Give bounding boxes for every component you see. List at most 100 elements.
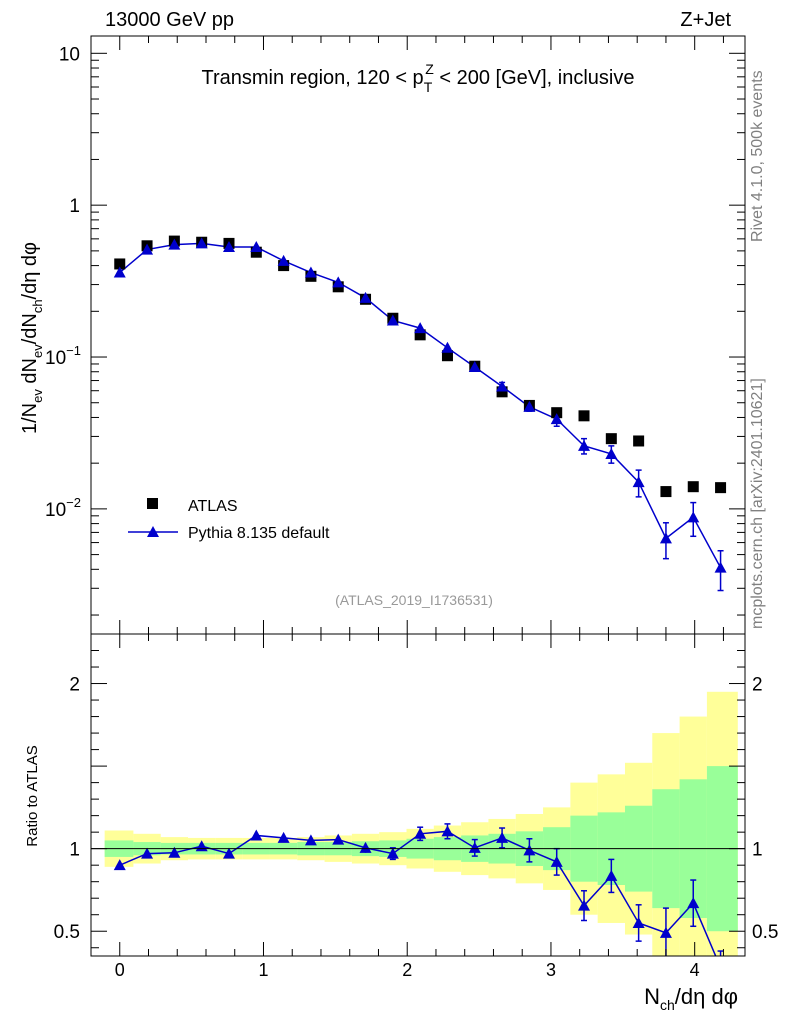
mc-point [414, 322, 427, 334]
atlas-point [414, 329, 426, 341]
ratio-point [468, 841, 481, 853]
ratio-point [550, 855, 563, 867]
mc-point [714, 561, 727, 573]
xlabel-sub: ch [660, 997, 675, 1013]
y-axis-label-main: 1/Nev dNev/dNch/dη dφ [19, 242, 45, 434]
atlas-point [578, 410, 590, 422]
mc-point [250, 241, 263, 253]
atlas-point [250, 246, 262, 258]
y-axis-label-ratio: Ratio to ATLAS [24, 745, 41, 846]
mc-point [304, 266, 317, 278]
atlas-point [551, 407, 563, 419]
ratio-point [659, 926, 672, 938]
mcplots-label: mcplots.cern.ch [arXiv:2401.10621] [749, 378, 766, 629]
ylabel-part-3: ev [30, 344, 45, 358]
mc-point [523, 400, 536, 412]
atlas-point [687, 481, 699, 493]
ratio-tick-label-right: 0.5 [752, 922, 778, 943]
title-sup: Z [425, 61, 434, 77]
mc-series-points [113, 237, 727, 573]
ratio-plot-frame [90, 633, 746, 957]
ratio-tick-label-right: 1 [752, 840, 763, 861]
mc-point [468, 360, 481, 372]
ratio-point [632, 916, 645, 928]
ratio-point [687, 897, 700, 909]
ratio-clipped [113, 823, 724, 956]
mc-point [113, 266, 126, 278]
ratio-point [578, 899, 591, 911]
title-sub: T [424, 79, 433, 95]
y-tick-label: 10 [59, 44, 80, 65]
ylabel-part-6: /dη dφ [19, 242, 41, 299]
ratio-point [141, 847, 154, 859]
ratio-point [304, 834, 317, 846]
ratio-point [332, 833, 345, 845]
legend-mc-marker [147, 526, 159, 537]
header-left: 13000 GeV pp [105, 9, 234, 31]
legend-atlas-label: ATLAS [188, 498, 238, 515]
rivet-label: Rivet 4.1.0, 500k events [749, 70, 766, 242]
atlas-point [496, 386, 508, 398]
mc-point [441, 341, 454, 353]
ylabel-part-4: /dN [19, 313, 41, 344]
legend-atlas-marker [147, 498, 158, 509]
axis-ticks [90, 36, 745, 956]
atlas-point [715, 482, 727, 494]
x-tick-label: 4 [690, 960, 700, 980]
mc-point [332, 276, 345, 288]
atlas-point [605, 433, 617, 445]
mc-point [359, 291, 372, 303]
analysis-id: (ATLAS_2019_I1736531) [335, 592, 493, 608]
y-tick-label-exp: −1 [66, 343, 81, 358]
mc-point [168, 238, 181, 250]
title-suffix: < 200 [GeV], inclusive [434, 67, 635, 89]
xlabel-main: N [644, 984, 660, 1009]
mc-point [195, 237, 208, 249]
ratio-point [277, 831, 290, 843]
mc-point [659, 532, 672, 544]
mc-point [550, 413, 563, 425]
atlas-point [441, 350, 453, 362]
mc-point [632, 476, 645, 488]
x-tick-label: 3 [546, 960, 556, 980]
ratio-point [414, 827, 427, 839]
mc-point [222, 241, 235, 253]
x-axis-label: Nch/dη dφ [644, 984, 738, 1013]
ylabel-part-2: dN [19, 358, 41, 389]
xlabel-rest: /dη dφ [675, 984, 738, 1009]
ratio-point [113, 859, 126, 871]
x-tick-label: 2 [402, 960, 412, 980]
ylabel-part-1: ev [30, 389, 45, 403]
mc-point [687, 511, 700, 523]
mc-point [386, 314, 399, 326]
y-tick-label: 10−1 [45, 343, 81, 369]
y-tick-label-exp: −2 [66, 495, 81, 510]
header-right: Z+Jet [680, 9, 731, 31]
y-tick-label-base: 10 [45, 348, 66, 369]
ylabel-part-5: ch [30, 299, 45, 313]
y-tick-label: 1 [69, 196, 80, 217]
ratio-point [523, 844, 536, 856]
ratio-point [496, 831, 509, 843]
ratio-point [386, 847, 399, 859]
mc-point [277, 254, 290, 266]
ratio-series [113, 823, 724, 956]
x-tick-label: 0 [115, 960, 125, 980]
atlas-point [633, 435, 645, 447]
ratio-tick-label-left: 0.5 [54, 922, 80, 943]
atlas-point [114, 258, 126, 270]
mc-point [578, 439, 591, 451]
ratio-tick-label-right: 2 [752, 675, 763, 696]
legend-mc-label: Pythia 8.135 default [188, 525, 330, 542]
ylabel-part-0: 1/N [19, 403, 41, 434]
y-tick-label-base: 10 [45, 500, 66, 521]
ratio-point [222, 847, 235, 859]
ratio-point [359, 841, 372, 853]
atlas-point [660, 486, 672, 498]
ratio-point [441, 825, 454, 837]
x-tick-label: 1 [258, 960, 268, 980]
title-prefix: Transmin region, 120 < p [202, 67, 424, 89]
ratio-tick-label-left: 1 [69, 840, 80, 861]
